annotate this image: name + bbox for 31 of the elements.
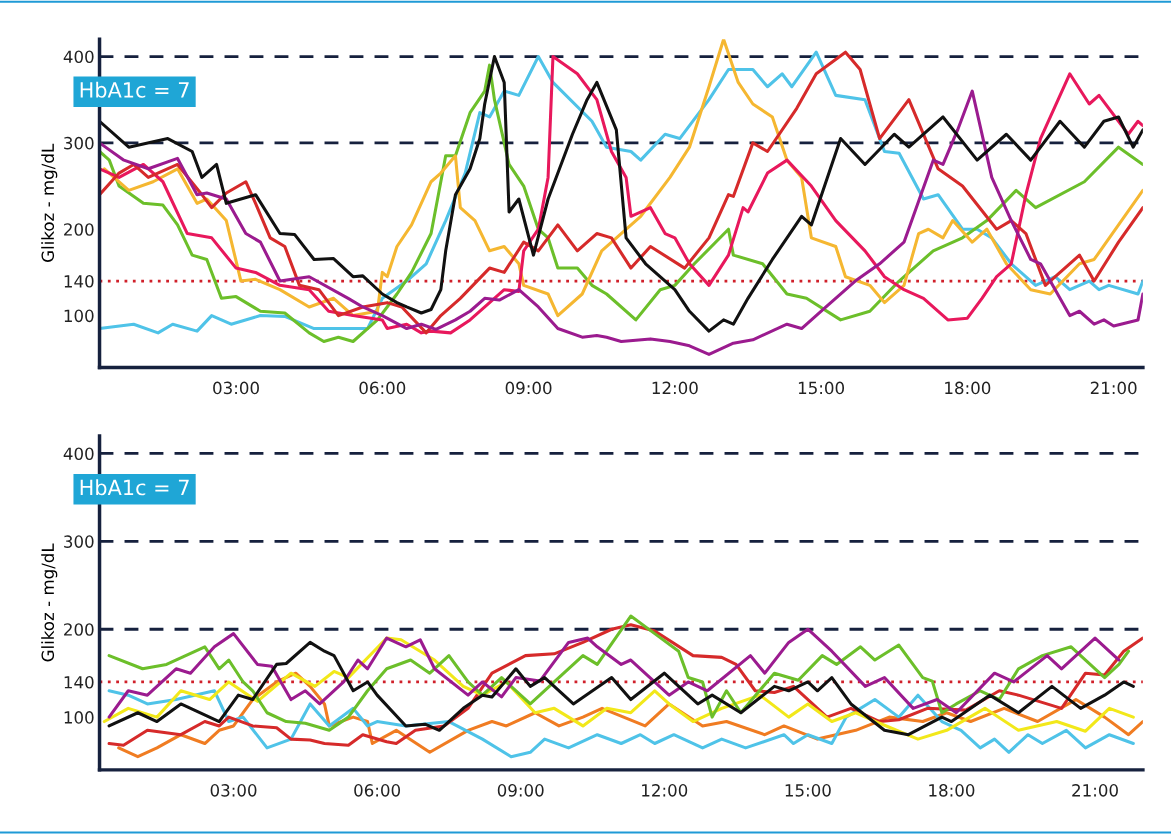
x-tick-label: 09:00: [497, 784, 544, 797]
y-axis-title: Glikoz - mg/dL: [41, 143, 58, 262]
y-tick-label: 300: [64, 136, 94, 150]
x-tick-label: 18:00: [929, 784, 975, 797]
x-tick-label: 03:00: [213, 381, 259, 395]
annotation: HbA1c = 7: [80, 479, 189, 496]
y-tick-label: 400: [63, 50, 94, 64]
x-tick-label: 15:00: [798, 381, 845, 395]
x-tick-label: 21:00: [1090, 381, 1137, 395]
y-tick-label: 100: [64, 711, 94, 724]
x-tick-label: 21:00: [1072, 784, 1118, 797]
x-tick-label: 09:00: [505, 381, 552, 395]
line-series: [107, 627, 1121, 719]
y-tick-label: 100: [64, 309, 94, 323]
annotation: HbA1c = 7: [80, 81, 189, 98]
y-tick-label: 140: [64, 675, 94, 689]
x-tick-label: 18:00: [945, 381, 991, 395]
x-tick-label: 06:00: [359, 381, 406, 395]
y-tick-label: 140: [64, 275, 94, 288]
y-tick-label: 400: [63, 447, 94, 461]
y-tick-label: 300: [64, 535, 94, 548]
y-tick-label: 200: [64, 223, 94, 236]
line-series: [107, 689, 1135, 759]
y-tick-label: 200: [64, 623, 94, 636]
x-tick-label: 12:00: [642, 784, 688, 797]
y-axis-title: Glikoz - mg/dL: [41, 543, 58, 662]
line-series: [107, 614, 1131, 732]
x-tick-label: 03:00: [210, 784, 257, 797]
x-tick-label: 15:00: [785, 784, 831, 797]
x-tick-label: 06:00: [354, 784, 401, 797]
x-tick-label: 12:00: [652, 381, 698, 395]
